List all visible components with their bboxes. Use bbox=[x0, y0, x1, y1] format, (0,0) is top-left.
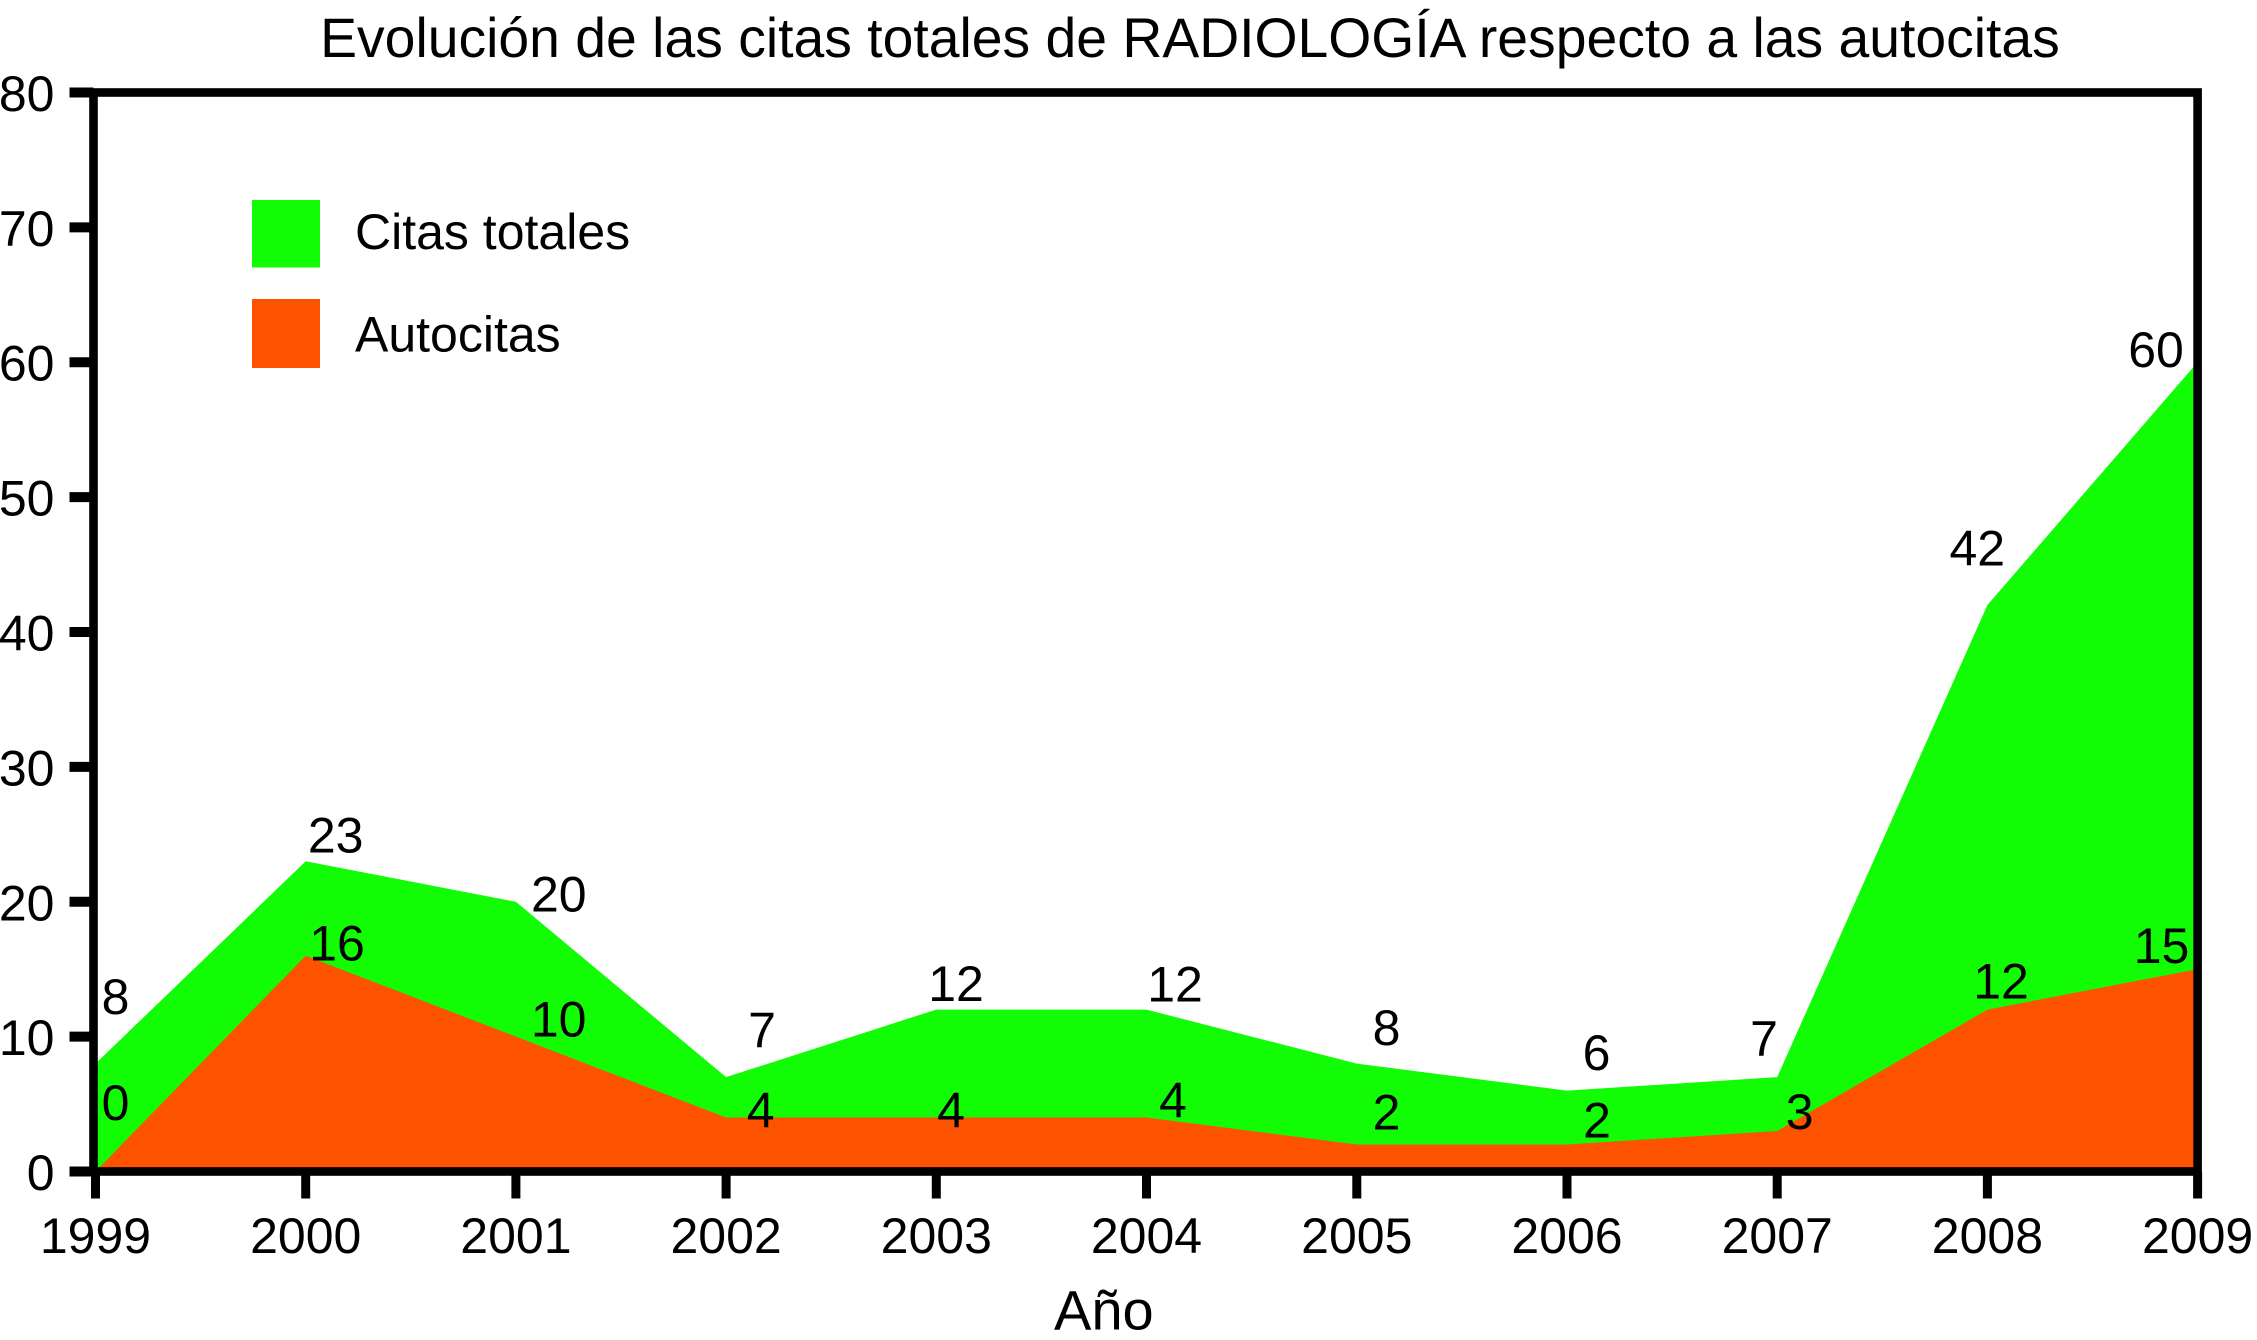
svg-text:40: 40 bbox=[0, 606, 55, 662]
svg-text:2008: 2008 bbox=[1932, 1208, 2043, 1264]
svg-text:Evolución de las citas totales: Evolución de las citas totales de RADIOL… bbox=[320, 7, 2060, 69]
svg-text:8: 8 bbox=[102, 969, 130, 1025]
svg-text:2: 2 bbox=[1583, 1092, 1611, 1148]
svg-text:70: 70 bbox=[0, 201, 55, 257]
svg-text:2002: 2002 bbox=[670, 1208, 781, 1264]
svg-text:80: 80 bbox=[0, 66, 55, 122]
svg-text:10: 10 bbox=[0, 1010, 55, 1066]
svg-text:60: 60 bbox=[2128, 322, 2184, 378]
svg-text:12: 12 bbox=[1973, 953, 2029, 1009]
svg-text:4: 4 bbox=[747, 1082, 775, 1138]
svg-text:12: 12 bbox=[928, 956, 984, 1012]
svg-text:2004: 2004 bbox=[1091, 1208, 1202, 1264]
svg-text:2001: 2001 bbox=[460, 1208, 571, 1264]
svg-text:2000: 2000 bbox=[250, 1208, 361, 1264]
svg-text:20: 20 bbox=[0, 875, 55, 931]
svg-text:2003: 2003 bbox=[881, 1208, 992, 1264]
svg-text:2: 2 bbox=[1373, 1084, 1401, 1140]
svg-text:2007: 2007 bbox=[1722, 1208, 1833, 1264]
svg-text:1999: 1999 bbox=[40, 1208, 151, 1264]
svg-text:2006: 2006 bbox=[1511, 1208, 1622, 1264]
svg-text:4: 4 bbox=[1159, 1072, 1187, 1128]
svg-text:8: 8 bbox=[1373, 1000, 1401, 1056]
svg-text:42: 42 bbox=[1949, 521, 2005, 577]
svg-text:7: 7 bbox=[748, 1003, 776, 1059]
svg-text:Citas totales: Citas totales bbox=[355, 204, 630, 260]
svg-text:10: 10 bbox=[531, 992, 587, 1048]
svg-text:6: 6 bbox=[1583, 1025, 1611, 1081]
svg-text:0: 0 bbox=[102, 1075, 130, 1131]
svg-text:23: 23 bbox=[308, 807, 364, 863]
svg-text:3: 3 bbox=[1786, 1084, 1814, 1140]
svg-text:50: 50 bbox=[0, 471, 55, 527]
svg-text:60: 60 bbox=[0, 336, 55, 392]
svg-text:2005: 2005 bbox=[1301, 1208, 1412, 1264]
svg-text:15: 15 bbox=[2134, 918, 2190, 974]
svg-text:Autocitas: Autocitas bbox=[355, 307, 561, 363]
svg-text:12: 12 bbox=[1147, 956, 1203, 1012]
svg-text:4: 4 bbox=[937, 1082, 965, 1138]
svg-text:Año: Año bbox=[1054, 1279, 1154, 1340]
svg-text:16: 16 bbox=[309, 916, 365, 972]
svg-text:2009: 2009 bbox=[2142, 1208, 2253, 1264]
svg-text:0: 0 bbox=[27, 1145, 55, 1201]
svg-text:20: 20 bbox=[531, 867, 587, 923]
svg-text:30: 30 bbox=[0, 740, 55, 796]
svg-text:7: 7 bbox=[1750, 1011, 1778, 1067]
